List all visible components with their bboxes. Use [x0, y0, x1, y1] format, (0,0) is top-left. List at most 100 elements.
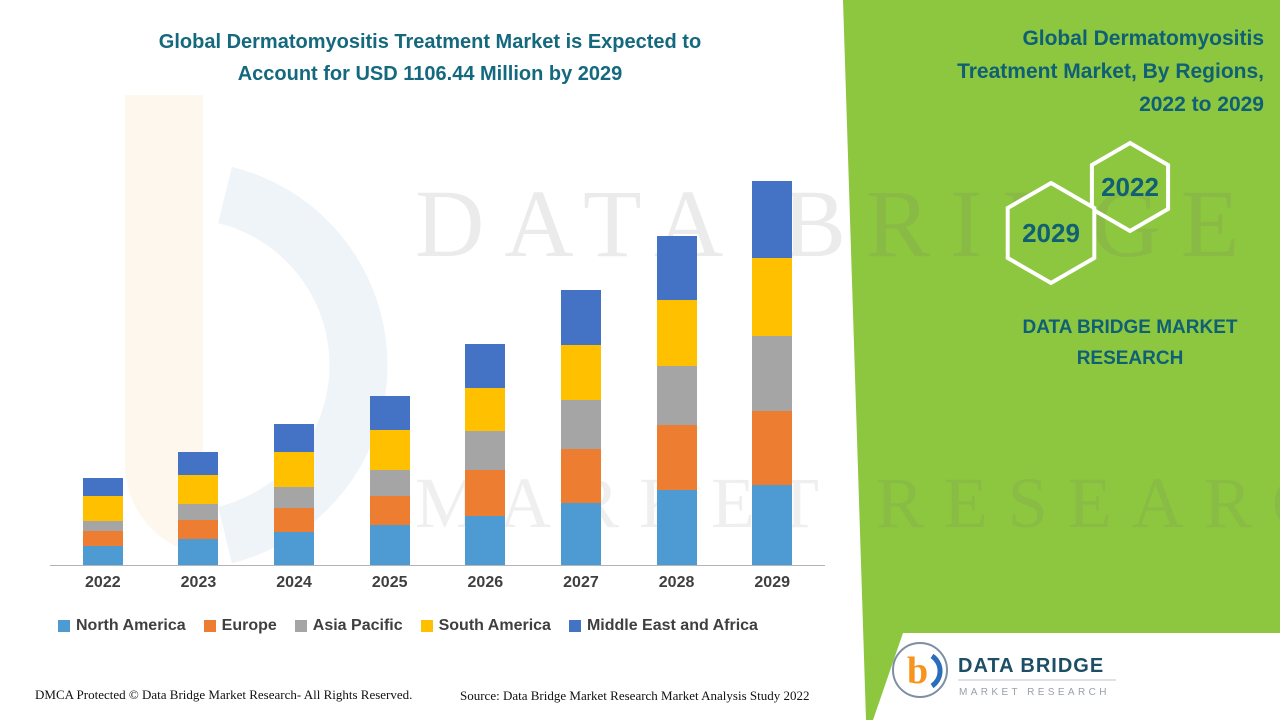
source-note: Source: Data Bridge Market Research Mark… [460, 688, 810, 703]
bar-segment [178, 504, 219, 520]
chart-legend: North America Europe Asia Pacific South Ame… [58, 617, 758, 635]
chart-title-line2: Account for USD 1106.44 Million by 2029 [237, 63, 623, 85]
logo-subtitle: MARKET RESEARCH [959, 687, 1110, 698]
bar-segment [82, 545, 123, 565]
year-hexagons: 2022 2029 [1005, 140, 1171, 286]
bar-segment [369, 469, 410, 496]
bar-segment [178, 539, 219, 565]
x-axis-labels: 2022 2023 2024 2025 2026 2027 2028 2029 [55, 574, 820, 592]
watermark-text-line2: MARKET RESEARCH [415, 463, 1280, 543]
bar-group-2023 [151, 451, 247, 565]
legend-label: South America [438, 617, 551, 634]
hexagon-2029 [1005, 180, 1097, 286]
bar-segment [82, 531, 123, 546]
stacked-bar [465, 344, 506, 565]
x-axis-label: 2025 [371, 574, 408, 591]
bar-segment [752, 258, 793, 337]
legend-item: Middle East and Africa [568, 617, 758, 635]
bar-segment [82, 520, 123, 532]
stacked-bar [752, 181, 793, 565]
stacked-bar [274, 423, 315, 565]
bar-segment [752, 181, 793, 259]
bar-segment [656, 365, 697, 425]
company-logo: b DATA BRIDGE MARKET RESEARCH [892, 642, 1116, 698]
watermark-text-line1: DATA BRIDGE [415, 170, 1260, 277]
right-panel-title-line1: Global Dermatomyositis [1022, 27, 1264, 50]
right-panel-title: Global Dermatomyositis Treatment Market,… [894, 22, 1264, 121]
bar-segment [465, 388, 506, 432]
x-axis-line [50, 565, 825, 566]
bar-segment [274, 507, 315, 532]
bar-segment [752, 336, 793, 411]
bar-group-2028 [629, 236, 725, 565]
logo-b-glyph: b [907, 650, 928, 692]
x-axis-label: 2023 [180, 574, 217, 591]
bar-group-2025 [342, 395, 438, 565]
chart-title: Global Dermatomyositis Treatment Market … [90, 26, 770, 90]
legend-label: Middle East and Africa [586, 617, 758, 634]
brand-text-line2: RESEARCH [1076, 348, 1184, 369]
bar-segment [465, 469, 506, 517]
bar-segment [465, 344, 506, 389]
bar-segment [369, 495, 410, 526]
bar-group-2026 [438, 344, 534, 565]
bar-segment [560, 448, 601, 503]
bar-segment [560, 400, 601, 449]
legend-swatch [203, 620, 216, 632]
bar-group-2024 [246, 423, 342, 565]
bar-segment [178, 451, 219, 475]
bar-segment [465, 516, 506, 565]
legend-label: Europe [221, 617, 277, 634]
bar-group-2027 [533, 290, 629, 565]
legend-item: Asia Pacific [294, 617, 403, 635]
bar-segment [274, 423, 315, 453]
bar-segment [369, 395, 410, 430]
legend-swatch [568, 620, 581, 632]
stacked-bar [656, 236, 697, 565]
legend-item: North America [58, 617, 186, 635]
bar-segment [465, 431, 506, 470]
x-axis-label: 2022 [85, 574, 121, 591]
bar-segment [656, 236, 697, 300]
legend-label: Asia Pacific [312, 617, 403, 634]
legend-swatch [420, 620, 433, 632]
bar-segment [752, 485, 793, 565]
x-axis-label: 2027 [563, 574, 599, 591]
bar-segment [274, 532, 315, 565]
bar-segment [178, 519, 219, 539]
logo-blue-arc [930, 653, 943, 689]
bar-group-2029 [724, 181, 820, 565]
x-axis-label: 2029 [754, 574, 790, 591]
bar-segment [752, 410, 793, 486]
legend-item: Europe [203, 617, 277, 635]
legend-item: South America [420, 617, 551, 635]
bar-segment [274, 486, 315, 508]
stacked-bar-chart [55, 180, 820, 565]
stacked-bar [82, 477, 123, 565]
bar-segment [656, 424, 697, 491]
stacked-bar [560, 290, 601, 565]
bar-group-2022 [55, 477, 151, 565]
legend-swatch [58, 620, 70, 632]
bar-segment [560, 502, 601, 565]
bar-segment [82, 496, 123, 521]
bar-segment [369, 429, 410, 470]
chart-title-line1: Global Dermatomyositis Treatment Market … [158, 31, 702, 53]
bar-segment [274, 452, 315, 487]
stacked-bar [369, 395, 410, 565]
right-panel-title-line2: Treatment Market, By Regions, [957, 60, 1264, 83]
bar-segment [178, 474, 219, 505]
hexagon-2022-label: 2022 [1101, 172, 1159, 202]
bar-segment [560, 344, 601, 401]
bar-segment [82, 477, 123, 497]
dmca-notice: DMCA Protected © Data Bridge Market Rese… [35, 687, 413, 702]
legend-swatch [294, 620, 307, 632]
x-axis-label: 2024 [276, 574, 312, 591]
x-axis-label: 2028 [658, 574, 695, 591]
bar-segment [656, 299, 697, 366]
bar-segment [560, 290, 601, 345]
hexagon-2029-label: 2029 [1022, 218, 1080, 248]
bar-segment [656, 490, 697, 565]
